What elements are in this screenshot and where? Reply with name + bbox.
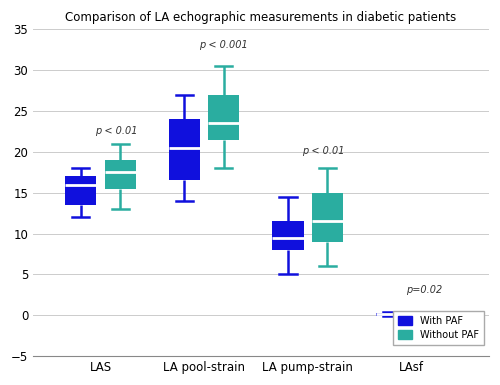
Bar — [312, 193, 343, 242]
Bar — [66, 176, 96, 205]
Bar — [272, 221, 304, 250]
Bar — [416, 313, 446, 316]
Bar — [104, 160, 136, 189]
Bar — [376, 313, 407, 316]
Text: p < 0.01: p < 0.01 — [302, 146, 345, 156]
Text: p < 0.001: p < 0.001 — [199, 40, 248, 50]
Bar — [169, 119, 200, 181]
Title: Comparison of LA echographic measurements in diabetic patients: Comparison of LA echographic measurement… — [66, 11, 456, 24]
Text: p=0.02: p=0.02 — [406, 285, 442, 295]
Legend: With PAF, Without PAF: With PAF, Without PAF — [393, 311, 484, 345]
Text: p < 0.01: p < 0.01 — [96, 126, 138, 136]
Bar — [208, 95, 240, 140]
